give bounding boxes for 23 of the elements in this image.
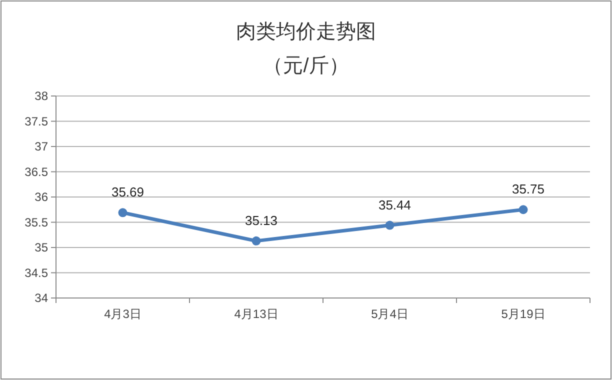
y-tick-label: 34.5: [24, 266, 48, 280]
x-tick-label: 5月4日: [371, 307, 408, 321]
point: [118, 208, 128, 218]
chart-subtitle: （元/斤）: [263, 55, 349, 77]
y-tick-label: 36: [34, 190, 48, 204]
data-label: 35.44: [378, 197, 412, 212]
y-tick-label: 37: [34, 140, 48, 154]
data-label: 35.75: [512, 182, 545, 197]
data-label: 35.69: [111, 184, 144, 200]
point: [385, 220, 394, 230]
x-tick-label: 5月19日: [501, 307, 546, 321]
y-tick-label: 38: [34, 89, 48, 103]
point: [518, 205, 528, 214]
y-tick-label: 34: [34, 291, 48, 305]
chart-title: 肉类均价走势图: [236, 21, 376, 43]
point: [252, 236, 261, 246]
y-tick-label: 37.5: [24, 114, 48, 128]
x-tick-label: 4月13日: [234, 307, 278, 321]
data-label: 35.13: [244, 212, 278, 228]
y-tick-label: 35: [34, 240, 48, 254]
y-tick-label: 36.5: [24, 164, 48, 179]
y-tick-label: 35.5: [24, 215, 48, 230]
x-tick-label: 4月3日: [104, 307, 142, 321]
